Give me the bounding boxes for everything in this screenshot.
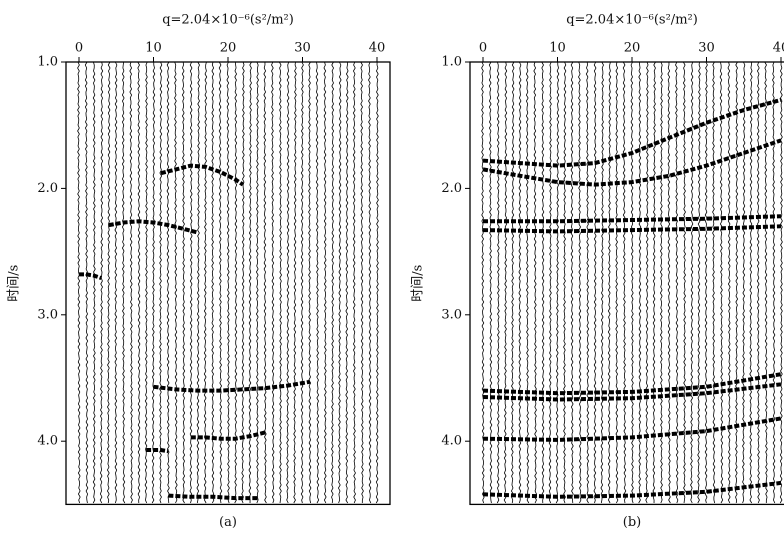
x-tick-label: 20 — [624, 41, 641, 56]
trace — [100, 62, 103, 503]
trace — [316, 62, 319, 503]
panel: 0 10 20 30 40 1.0 2.0 3.0 4.0 q=2.04×10⁻⁶(s²/m²) 时… — [7, 13, 391, 530]
y-tick-label: 1.0 — [441, 55, 462, 70]
x-tick-label: 10 — [145, 41, 162, 56]
trace — [742, 62, 745, 503]
trace — [122, 62, 124, 503]
x-tick-label: 30 — [294, 41, 311, 56]
trace — [497, 62, 499, 503]
trace — [511, 62, 514, 503]
trace — [93, 62, 95, 503]
trace — [586, 62, 588, 503]
x-tick-label: 10 — [549, 41, 566, 56]
trace — [780, 62, 782, 503]
trace — [579, 62, 582, 503]
caption: (b) — [623, 515, 641, 530]
trace — [279, 62, 281, 503]
trace — [294, 62, 297, 503]
event — [154, 382, 311, 391]
trace — [772, 62, 774, 503]
trace — [504, 62, 507, 503]
trace — [346, 62, 348, 503]
chart-title: q=2.04×10⁻⁶(s²/m²) — [566, 13, 698, 28]
trace — [368, 62, 370, 503]
trace — [256, 62, 258, 503]
trace — [668, 62, 671, 503]
y-tick-label: 4.0 — [441, 434, 462, 449]
event — [161, 166, 243, 185]
trace — [564, 62, 566, 503]
trace — [287, 62, 289, 503]
y-tick-label: 4.0 — [37, 434, 58, 449]
trace — [130, 62, 133, 503]
trace — [301, 62, 303, 503]
trace — [713, 62, 715, 503]
trace — [376, 62, 378, 503]
trace — [145, 62, 147, 503]
trace — [683, 62, 685, 503]
trace — [115, 62, 117, 503]
trace — [182, 62, 184, 503]
event — [79, 274, 101, 278]
trace — [757, 62, 759, 503]
trace — [549, 62, 551, 503]
trace — [720, 62, 723, 503]
trace — [526, 62, 528, 503]
x-tick-label: 0 — [479, 41, 487, 56]
y-axis-label: 时间/s — [7, 265, 22, 302]
event — [146, 450, 168, 451]
trace — [534, 62, 537, 503]
trace — [750, 62, 752, 503]
x-tick-label: 20 — [220, 41, 237, 56]
caption: (a) — [219, 515, 237, 530]
x-tick-label: 40 — [369, 41, 386, 56]
trace — [264, 62, 267, 503]
trace — [78, 62, 81, 503]
x-tick-label: 40 — [773, 41, 784, 56]
trace — [571, 62, 573, 503]
trace — [361, 62, 364, 503]
trace — [167, 62, 169, 503]
event — [168, 496, 257, 499]
y-tick-label: 1.0 — [37, 55, 58, 70]
trace — [676, 62, 679, 503]
panel: 0 10 20 30 40 1.0 2.0 3.0 4.0 q=2.04×10⁻⁶(s²/m²) 时… — [411, 13, 784, 530]
trace — [735, 62, 737, 503]
trace — [160, 62, 162, 503]
trace — [152, 62, 155, 503]
trace — [765, 62, 768, 503]
trace — [519, 62, 521, 503]
trace — [107, 62, 110, 503]
y-tick-label: 2.0 — [37, 181, 58, 196]
trace — [272, 62, 275, 503]
y-tick-label: 3.0 — [441, 307, 462, 322]
y-axis-label: 时间/s — [411, 265, 426, 302]
trace — [542, 62, 544, 503]
trace — [705, 62, 707, 503]
trace — [556, 62, 559, 503]
trace — [324, 62, 326, 503]
y-tick-label: 2.0 — [441, 181, 462, 196]
chart-title: q=2.04×10⁻⁶(s²/m²) — [162, 13, 294, 28]
trace — [338, 62, 341, 503]
x-tick-label: 0 — [75, 41, 83, 56]
trace — [353, 62, 355, 503]
x-tick-label: 30 — [698, 41, 715, 56]
trace — [85, 62, 88, 503]
trace — [175, 62, 178, 503]
trace — [728, 62, 730, 503]
trace — [138, 62, 140, 503]
trace — [309, 62, 311, 503]
y-tick-label: 3.0 — [37, 307, 58, 322]
trace — [331, 62, 333, 503]
figure: 0 10 20 30 40 1.0 2.0 3.0 4.0 q=2.04×10⁻⁶(s²/m²) 时… — [0, 0, 784, 534]
